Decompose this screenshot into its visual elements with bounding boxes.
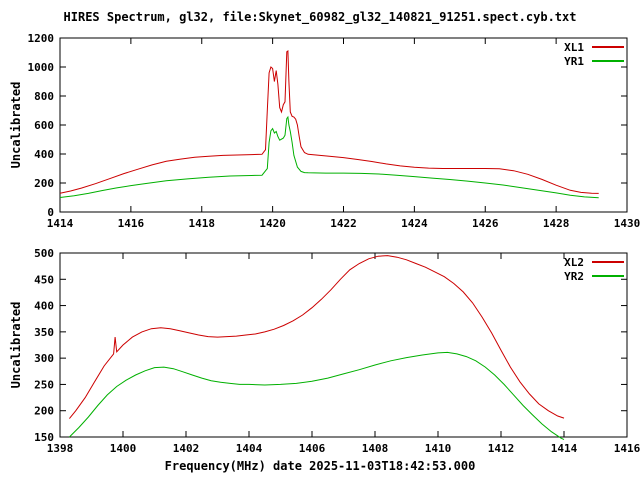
legend-line-sample-yr2 — [592, 275, 624, 277]
legend-line-sample-yr1 — [592, 60, 624, 62]
x-tick-label: 1430 — [614, 217, 640, 230]
y-tick-label: 400 — [34, 148, 54, 161]
curve-YR1 — [59, 115, 599, 199]
y-tick-label: 250 — [34, 378, 54, 391]
x-tick-label: 1408 — [362, 442, 389, 455]
legend-entry-yr1: YR1 — [564, 54, 624, 68]
x-tick-label: 1400 — [110, 442, 137, 455]
legend-label-xl1: XL1 — [564, 40, 584, 54]
y-tick-label: 350 — [34, 326, 54, 339]
x-tick-label: 1428 — [543, 217, 570, 230]
y-tick-label: 1000 — [28, 61, 55, 74]
x-tick-label: 1412 — [488, 442, 515, 455]
y-tick-label: 150 — [34, 431, 54, 444]
x-tick-label: 1416 — [118, 217, 145, 230]
x-tick-label: 1414 — [551, 442, 578, 455]
y-tick-label: 600 — [34, 119, 54, 132]
legend-bottom-panel: XL2 YR2 — [564, 255, 624, 283]
x-tick-label: 1416 — [614, 442, 640, 455]
plot-border — [59, 37, 628, 213]
x-axis-label: Frequency(MHz) date 2025-11-03T18:42:53.… — [164, 459, 476, 473]
legend-line-sample-xl2 — [592, 261, 624, 263]
x-tick-label: 1406 — [299, 442, 326, 455]
legend-entry-xl1: XL1 — [564, 40, 624, 54]
legend-label-yr2: YR2 — [564, 269, 584, 283]
x-tick-label: 1398 — [47, 442, 74, 455]
x-tick-label: 1424 — [401, 217, 428, 230]
y-tick-label: 0 — [47, 206, 54, 219]
legend-entry-yr2: YR2 — [564, 269, 624, 283]
x-tick-label: 1422 — [330, 217, 357, 230]
curve-XL2 — [69, 255, 565, 419]
y-tick-label: 500 — [34, 247, 54, 260]
legend-label-yr1: YR1 — [564, 54, 584, 68]
curve-XL1 — [59, 50, 599, 194]
y-tick-label: 800 — [34, 90, 54, 103]
y-tick-label: 300 — [34, 352, 54, 365]
legend-line-sample-xl1 — [592, 46, 624, 48]
x-tick-label: 1426 — [472, 217, 499, 230]
x-tick-label: 1418 — [189, 217, 216, 230]
x-tick-label: 1404 — [236, 442, 263, 455]
x-tick-label: 1414 — [47, 217, 74, 230]
chart-title: HIRES Spectrum, gl32, file:Skynet_60982_… — [63, 10, 577, 24]
legend-label-xl2: XL2 — [564, 255, 584, 269]
y-tick-label: 400 — [34, 300, 54, 313]
y-tick-label: 450 — [34, 273, 54, 286]
y-tick-label: 1200 — [28, 32, 55, 45]
x-tick-label: 1420 — [259, 217, 286, 230]
y-tick-label: 200 — [34, 405, 54, 418]
curve-YR2 — [69, 351, 565, 441]
legend-entry-xl2: XL2 — [564, 255, 624, 269]
plot-border — [59, 252, 628, 438]
x-tick-label: 1410 — [425, 442, 452, 455]
y-tick-label: 200 — [34, 177, 54, 190]
x-tick-label: 1402 — [173, 442, 200, 455]
legend-top-panel: XL1 YR1 — [564, 40, 624, 68]
